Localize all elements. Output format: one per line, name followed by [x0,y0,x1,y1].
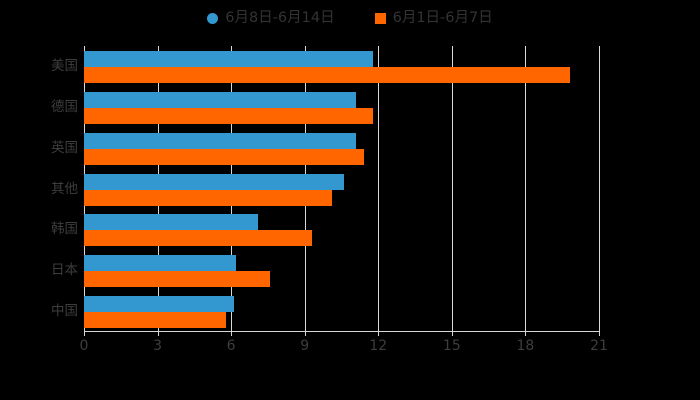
bar[interactable] [84,92,357,109]
legend-marker-square-icon [374,12,386,24]
x-tick-label: 15 [442,338,461,354]
x-tick-mark-18 [525,331,527,336]
y-tick-label: 英国 [51,139,78,156]
legend-item-1[interactable]: 6月1日-6月7日 [374,9,493,26]
x-axis-line [84,331,600,332]
bar[interactable] [84,230,313,247]
bar[interactable] [84,132,357,149]
legend-label: 6月1日-6月7日 [392,9,493,26]
y-tick-label: 德国 [51,99,78,116]
bar-group [84,92,599,125]
legend-marker-circle-icon [207,12,219,24]
bar-group [84,295,599,328]
x-tick-mark-0 [84,331,85,336]
bar[interactable] [84,67,570,84]
chart-legend: 6月8日-6月14日 6月1日-6月7日 [0,6,700,30]
legend-item-0[interactable]: 6月8日-6月14日 [207,9,335,26]
x-tick-mark-15 [451,331,453,336]
x-tick-mark-6 [231,331,233,336]
bar[interactable] [84,254,237,271]
x-tick-mark-3 [157,331,159,336]
x-tick-label: 6 [226,338,236,354]
gridline-x-18 [525,46,527,331]
bar[interactable] [84,108,374,125]
y-tick-label: 韩国 [51,221,78,238]
plot-area [84,46,600,331]
gridline-x-21 [599,46,600,331]
bar-group [84,51,599,84]
bar-group [84,214,599,247]
y-tick-label: 日本 [51,261,78,278]
y-axis-labels: 美国德国英国其他韩国日本中国 [6,46,78,331]
bar[interactable] [84,270,271,287]
gridline-x-15 [451,46,453,331]
gridline-x-12 [378,46,380,331]
bar[interactable] [84,189,332,206]
x-tick-label: 9 [300,338,310,354]
bar[interactable] [84,214,259,231]
bar-group [84,132,599,165]
bar[interactable] [84,311,227,328]
x-tick-label: 12 [369,338,388,354]
y-tick-label: 其他 [51,180,78,197]
bar[interactable] [84,173,344,190]
y-tick-label: 中国 [51,302,78,319]
bar[interactable] [84,51,374,68]
x-tick-mark-9 [304,331,306,336]
x-tick-label: 0 [79,338,89,354]
x-tick-mark-12 [378,331,380,336]
bar[interactable] [84,148,364,165]
x-tick-label: 21 [590,338,608,354]
legend-label: 6月8日-6月14日 [225,9,335,26]
x-tick-label: 3 [153,338,163,354]
x-tick-mark-21 [599,331,600,336]
bar[interactable] [84,295,234,312]
bar-group [84,173,599,206]
y-tick-label: 美国 [51,58,78,75]
x-tick-label: 18 [516,338,535,354]
bar-group [84,254,599,287]
